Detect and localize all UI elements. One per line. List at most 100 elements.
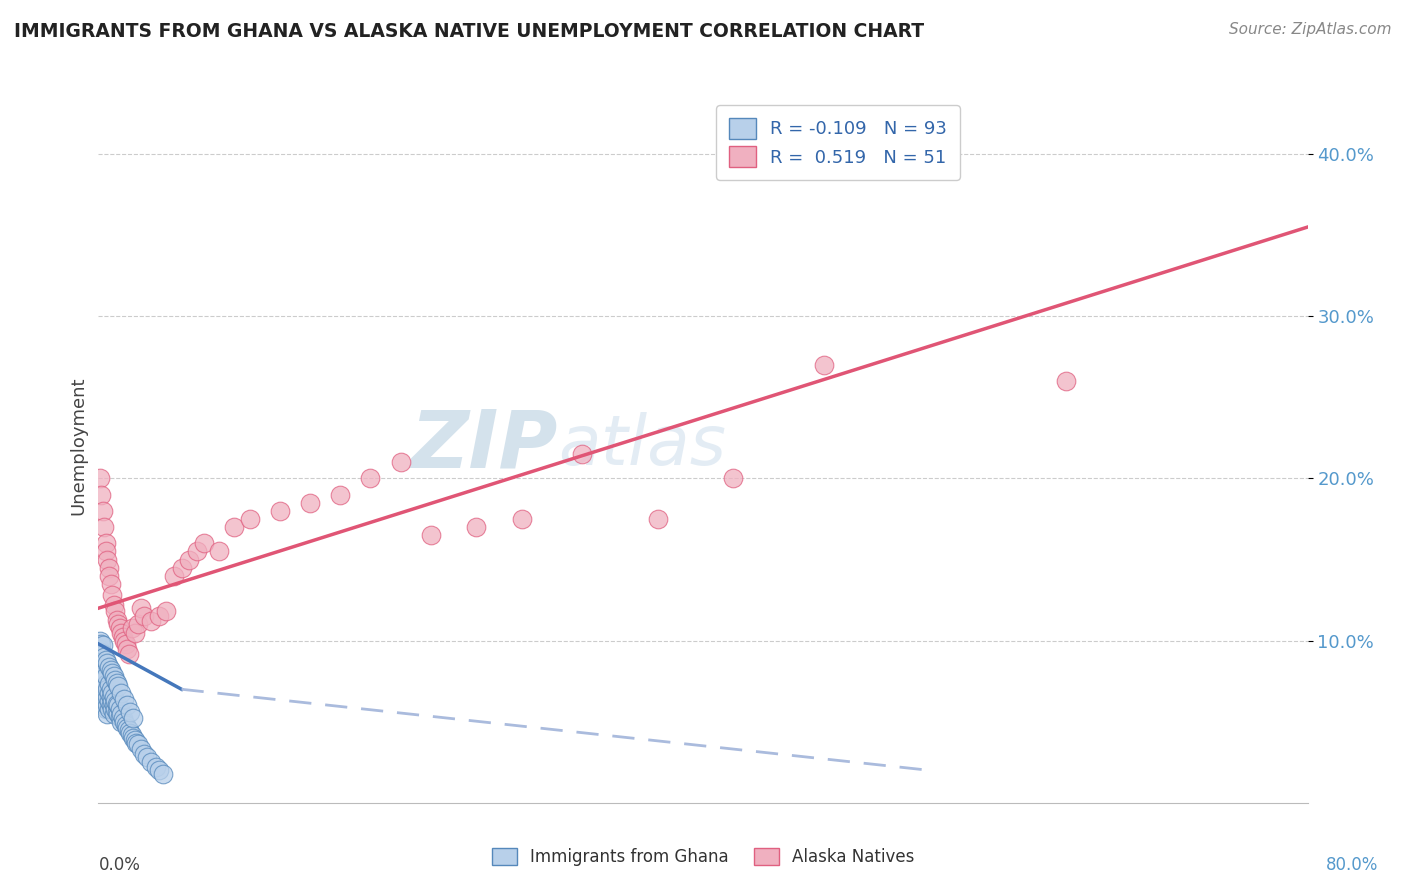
Point (103, 669, 125, 683)
Point (152, 766, 174, 780)
Point (90, 649, 112, 664)
Point (110, 685, 132, 699)
Point (111, 711, 134, 725)
Point (112, 714, 135, 729)
Point (101, 702, 124, 716)
Point (141, 614, 163, 628)
Point (94, 653, 117, 667)
Point (208, 544, 231, 558)
Point (647, 512, 669, 526)
Point (101, 666, 124, 681)
Point (94, 536, 117, 550)
Point (103, 690, 125, 705)
Point (94, 693, 117, 707)
Point (103, 598, 125, 612)
Point (93, 690, 115, 705)
Point (120, 726, 142, 740)
Point (91, 695, 114, 709)
Point (91, 639, 114, 653)
Legend: R = -0.109   N = 93, R =  0.519   N = 51: R = -0.109 N = 93, R = 0.519 N = 51 (716, 105, 960, 179)
Point (571, 447, 593, 461)
Point (93, 698, 115, 713)
Point (112, 633, 135, 648)
Point (510, 512, 533, 526)
Point (105, 697, 128, 711)
Point (94, 685, 117, 699)
Point (89, 685, 111, 699)
Point (91, 647, 114, 661)
Point (132, 609, 155, 624)
Point (91, 677, 114, 691)
Point (101, 588, 124, 602)
Point (90, 682, 112, 697)
Point (111, 631, 134, 645)
Point (104, 673, 127, 687)
Point (91, 504, 114, 518)
Point (115, 721, 138, 735)
Point (93, 666, 115, 681)
Point (105, 613, 128, 627)
Point (360, 471, 382, 485)
Point (193, 536, 215, 550)
Point (90, 645, 112, 659)
Point (389, 455, 412, 469)
Point (114, 637, 136, 651)
Point (100, 698, 122, 713)
Point (110, 625, 132, 640)
Point (94, 669, 117, 683)
Point (104, 702, 127, 716)
Point (90, 657, 112, 672)
Point (1054, 374, 1077, 388)
Point (96, 706, 118, 721)
Point (177, 552, 201, 566)
Point (465, 520, 488, 534)
Point (107, 706, 129, 721)
Point (124, 625, 146, 640)
Point (93, 682, 115, 697)
Point (148, 609, 170, 624)
Point (98, 685, 121, 699)
Point (94, 677, 117, 691)
Point (91, 661, 114, 675)
Point (148, 764, 170, 778)
Text: IMMIGRANTS FROM GHANA VS ALASKA NATIVE UNEMPLOYMENT CORRELATION CHART: IMMIGRANTS FROM GHANA VS ALASKA NATIVE U… (14, 22, 924, 41)
Point (132, 747, 155, 761)
Point (91, 669, 114, 683)
Point (127, 738, 149, 752)
Point (100, 663, 122, 677)
Text: Source: ZipAtlas.com: Source: ZipAtlas.com (1229, 22, 1392, 37)
Point (90, 666, 112, 681)
Point (96, 552, 118, 566)
Point (121, 728, 143, 742)
Point (89, 663, 111, 677)
Point (98, 560, 121, 574)
Text: 0.0%: 0.0% (98, 856, 141, 874)
Legend: Immigrants from Ghana, Alaska Natives: Immigrants from Ghana, Alaska Natives (484, 840, 922, 875)
Point (419, 528, 441, 542)
Point (89, 471, 111, 485)
Text: atlas: atlas (558, 412, 725, 480)
Point (108, 702, 131, 716)
Point (170, 560, 193, 574)
Point (115, 641, 138, 656)
Point (108, 621, 131, 635)
Text: 80.0%: 80.0% (1326, 856, 1378, 874)
Point (127, 617, 149, 632)
Point (108, 710, 131, 724)
Y-axis label: Unemployment: Unemployment (69, 376, 87, 516)
Point (89, 653, 111, 667)
Point (98, 568, 121, 582)
Point (91, 653, 114, 667)
Point (115, 698, 138, 713)
Point (89, 669, 111, 683)
Point (124, 732, 146, 747)
Point (89, 679, 111, 693)
Point (89, 633, 111, 648)
Point (269, 504, 291, 518)
Point (239, 512, 262, 526)
Point (105, 675, 128, 690)
Point (110, 706, 132, 721)
Point (125, 736, 148, 750)
Point (94, 544, 117, 558)
Point (224, 520, 246, 534)
